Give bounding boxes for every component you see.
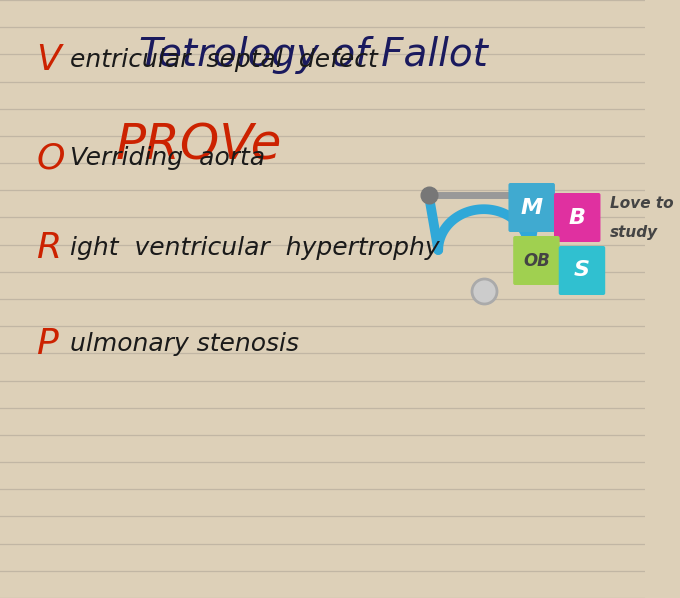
Text: B: B [568,208,585,227]
Text: V: V [36,43,61,77]
Text: PROVe: PROVe [116,121,282,169]
Text: study: study [610,225,658,240]
Text: S: S [574,261,590,280]
FancyBboxPatch shape [554,193,600,242]
Text: P: P [36,327,58,361]
Text: M: M [521,197,543,218]
FancyBboxPatch shape [509,183,555,232]
Text: O: O [36,142,65,175]
Text: ulmonary stenosis: ulmonary stenosis [70,332,299,356]
Text: entricular  septal  defect: entricular septal defect [70,48,378,72]
FancyBboxPatch shape [513,236,560,285]
Text: OB: OB [523,252,550,270]
Text: Verriding  aorta: Verriding aorta [70,147,265,170]
FancyBboxPatch shape [559,246,605,295]
Text: Tetrology of Fallot: Tetrology of Fallot [139,36,488,74]
Text: Love to: Love to [610,196,674,210]
Text: R: R [36,231,61,265]
Text: ight  ventricular  hypertrophy: ight ventricular hypertrophy [70,236,440,260]
